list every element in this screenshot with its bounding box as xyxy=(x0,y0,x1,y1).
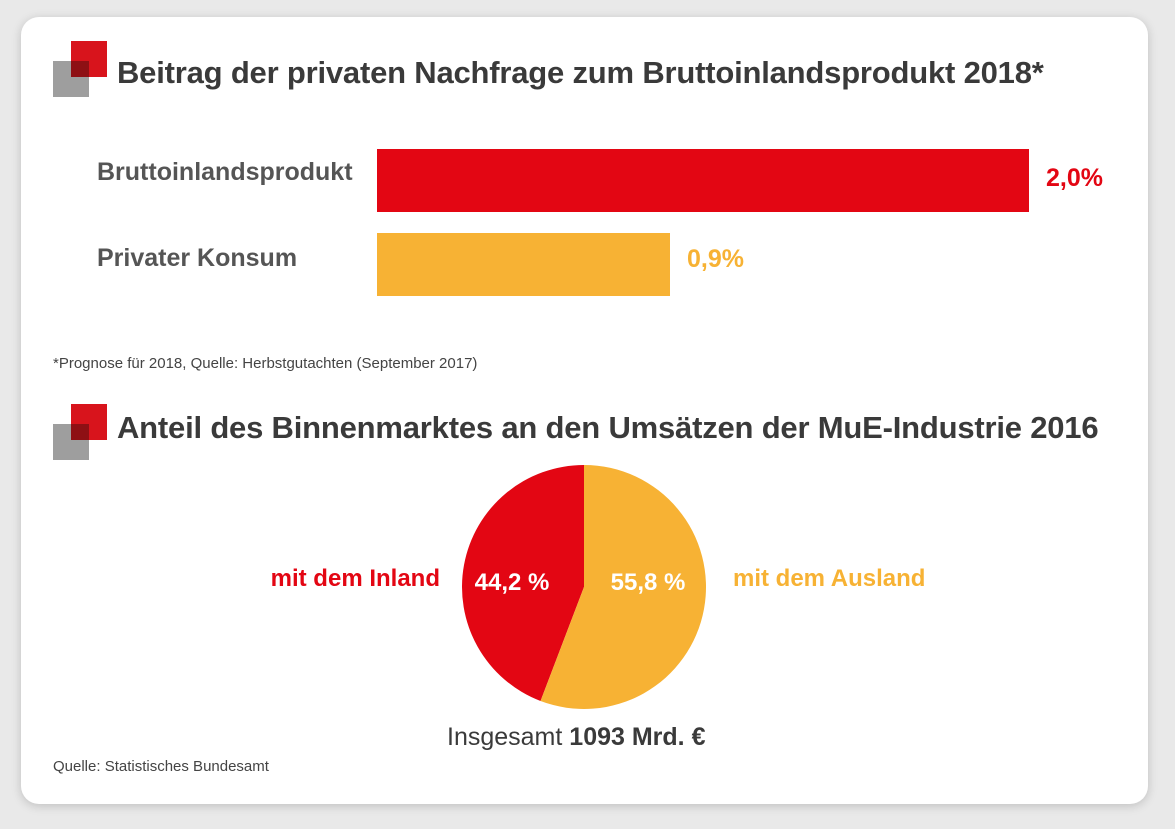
bar-category-label-0: Bruttoinlandsprodukt xyxy=(97,158,353,186)
bar-value-label-0: 2,0% xyxy=(1046,164,1103,192)
pie-slice-ausland xyxy=(540,465,706,709)
infographic-card: Beitrag der privaten Nachfrage zum Brutt… xyxy=(21,17,1148,804)
pie-category-label-inland: mit dem Inland xyxy=(270,565,440,592)
section-logo-icon xyxy=(53,41,109,97)
pie-total-value: 1093 Mrd. € xyxy=(569,723,706,751)
bar-bruttoinlandsprodukt xyxy=(377,149,1029,212)
pie-chart-title: Anteil des Binnenmarktes an den Umsätzen… xyxy=(117,410,1099,445)
pie-slice-value-label-0: 44,2 % xyxy=(475,569,550,596)
section-logo-icon xyxy=(53,404,109,460)
pie-total: Insgesamt 1093 Mrd. € xyxy=(447,723,705,752)
pie-total-prefix: Insgesamt xyxy=(447,723,563,751)
bar-chart-title: Beitrag der privaten Nachfrage zum Brutt… xyxy=(117,55,1044,90)
pie-chart-source: Quelle: Statistisches Bundesamt xyxy=(53,758,269,775)
bar-privater-konsum xyxy=(377,233,670,296)
bar-value-label-1: 0,9% xyxy=(687,245,744,273)
pie-chart: 44,2 % 55,8 % xyxy=(461,465,706,709)
pie-category-label-ausland: mit dem Ausland xyxy=(733,565,926,592)
pie-slice-inland xyxy=(461,465,584,701)
bar-chart-footnote: *Prognose für 2018, Quelle: Herbstgutach… xyxy=(53,355,478,372)
pie-slice-value-label-1: 55,8 % xyxy=(611,569,686,596)
bar-category-label-1: Privater Konsum xyxy=(97,244,298,272)
